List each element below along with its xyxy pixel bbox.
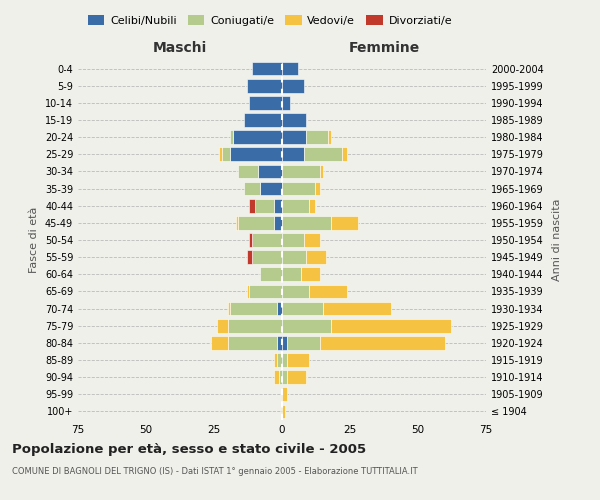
Bar (255, 199, 274, 212)
Bar (230, 302, 277, 316)
Bar (282, 302, 323, 316)
Bar (244, 182, 260, 196)
Bar (222, 148, 230, 161)
Bar (320, 336, 445, 349)
Bar (282, 164, 320, 178)
Bar (220, 148, 222, 161)
Bar (287, 370, 307, 384)
Bar (282, 250, 307, 264)
Bar (282, 182, 314, 196)
Bar (287, 353, 309, 367)
Bar (274, 199, 282, 212)
Bar (233, 130, 282, 144)
Bar (309, 284, 347, 298)
Bar (217, 319, 227, 332)
Bar (323, 302, 391, 316)
Bar (282, 96, 290, 110)
Bar (227, 319, 282, 332)
Bar (282, 148, 304, 161)
Bar (260, 268, 282, 281)
Bar (282, 370, 287, 384)
Bar (282, 336, 287, 349)
Bar (328, 130, 331, 144)
Bar (227, 302, 230, 316)
Bar (282, 388, 287, 401)
Text: Popolazione per età, sesso e stato civile - 2005: Popolazione per età, sesso e stato civil… (12, 442, 366, 456)
Bar (230, 130, 233, 144)
Bar (282, 113, 307, 127)
Bar (331, 319, 451, 332)
Bar (238, 216, 274, 230)
Bar (238, 164, 257, 178)
Bar (274, 216, 282, 230)
Bar (250, 284, 282, 298)
Bar (307, 250, 326, 264)
Bar (301, 268, 320, 281)
Bar (320, 164, 323, 178)
Bar (211, 336, 227, 349)
Bar (277, 353, 282, 367)
Text: COMUNE DI BAGNOLI DEL TRIGNO (IS) - Dati ISTAT 1° gennaio 2005 - Elaborazione TU: COMUNE DI BAGNOLI DEL TRIGNO (IS) - Dati… (12, 468, 418, 476)
Bar (236, 216, 238, 230)
Bar (282, 404, 285, 418)
Bar (260, 182, 282, 196)
Bar (250, 233, 252, 247)
Bar (331, 216, 358, 230)
Bar (314, 182, 320, 196)
Bar (304, 148, 342, 161)
Bar (307, 130, 328, 144)
Y-axis label: Anni di nascita: Anni di nascita (552, 198, 562, 281)
Bar (282, 62, 298, 76)
Bar (282, 233, 304, 247)
Bar (274, 370, 279, 384)
Bar (257, 164, 282, 178)
Bar (247, 284, 250, 298)
Bar (274, 353, 277, 367)
Bar (230, 148, 282, 161)
Bar (287, 336, 320, 349)
Bar (282, 199, 309, 212)
Bar (247, 79, 282, 92)
Bar (282, 353, 287, 367)
Bar (227, 336, 277, 349)
Bar (252, 233, 282, 247)
Y-axis label: Fasce di età: Fasce di età (29, 207, 39, 273)
Bar (342, 148, 347, 161)
Bar (250, 96, 282, 110)
Bar (244, 113, 282, 127)
Bar (277, 302, 282, 316)
Bar (282, 319, 331, 332)
Bar (304, 233, 320, 247)
Text: Maschi: Maschi (153, 41, 207, 55)
Bar (282, 268, 301, 281)
Text: Femmine: Femmine (349, 41, 419, 55)
Bar (282, 284, 309, 298)
Bar (279, 370, 282, 384)
Legend: Celibi/Nubili, Coniugati/e, Vedovi/e, Divorziati/e: Celibi/Nubili, Coniugati/e, Vedovi/e, Di… (83, 10, 457, 30)
Bar (250, 199, 255, 212)
Bar (309, 199, 314, 212)
Bar (282, 130, 307, 144)
Bar (252, 62, 282, 76)
Bar (277, 336, 282, 349)
Bar (252, 250, 282, 264)
Bar (282, 79, 304, 92)
Bar (247, 250, 252, 264)
Bar (282, 216, 331, 230)
